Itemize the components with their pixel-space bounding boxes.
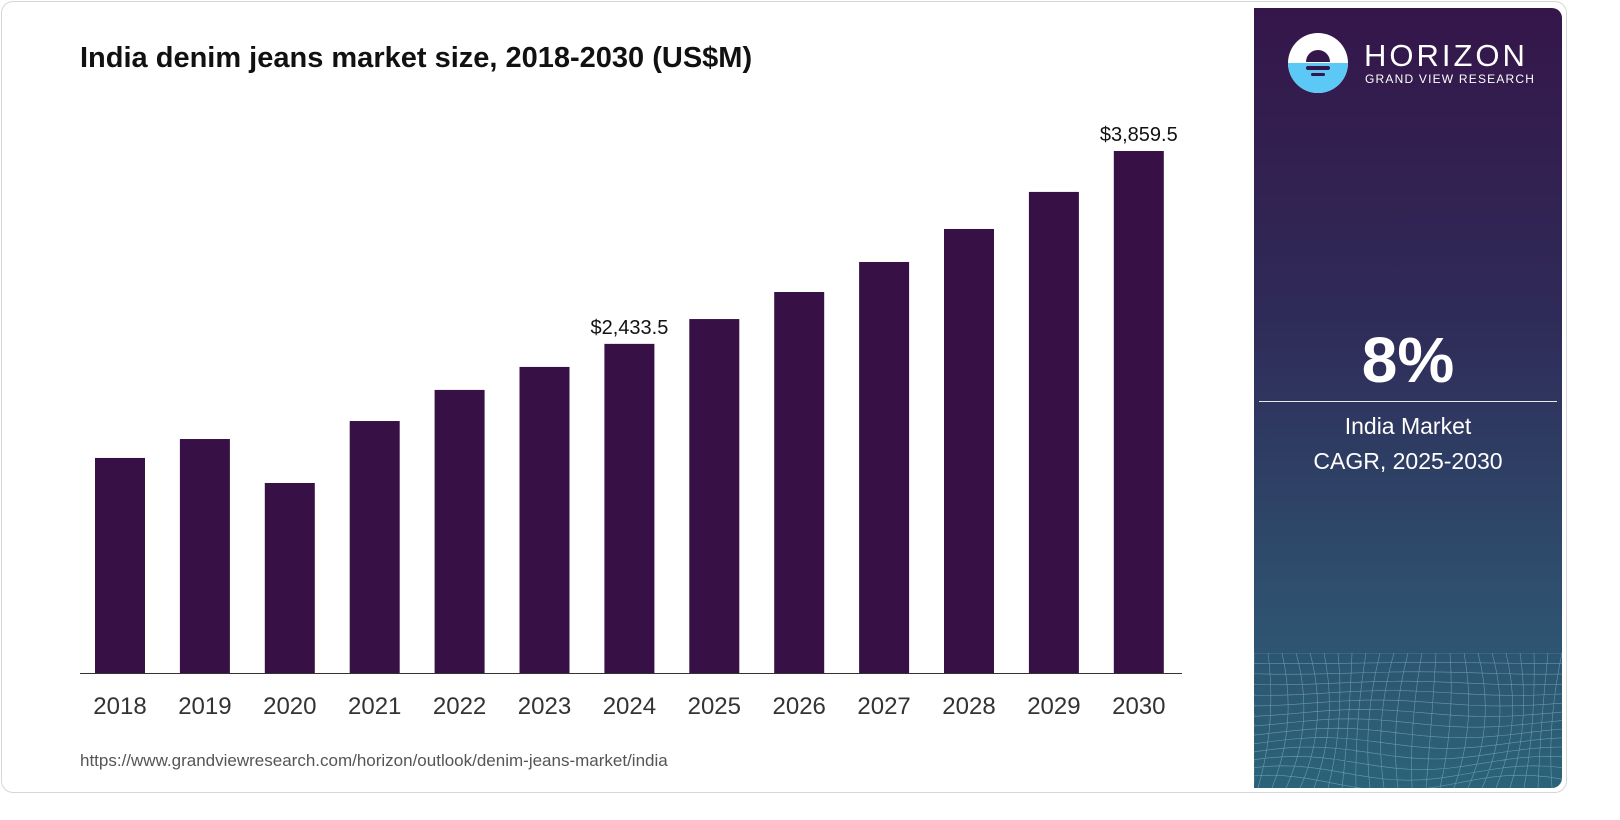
cagr-label-line2: CAGR, 2025-2030 — [1313, 448, 1503, 474]
x-tick-label: 2026 — [773, 693, 826, 720]
bar-chart: 2018 2019 2020 2021 2022 2023 2024 $2,433.5 2025… — [80, 124, 1182, 720]
mesh-decoration-icon — [1254, 653, 1562, 788]
chart-card: India denim jeans market size, 2018-2030… — [1, 1, 1567, 793]
chart-title: India denim jeans market size, 2018-2030… — [80, 42, 753, 74]
source-url[interactable]: https://www.grandviewresearch.com/horizo… — [80, 751, 668, 770]
x-tick-label: 2023 — [518, 693, 571, 720]
bar-2019 — [179, 439, 230, 673]
side-panel: HORIZON GRAND VIEW RESEARCH 8% India Mar… — [1254, 8, 1562, 788]
x-tick-label: 2021 — [348, 693, 401, 720]
x-tick-label: 2020 — [263, 693, 316, 720]
bar-2029 — [1028, 191, 1079, 673]
bar-2018 — [95, 457, 145, 673]
brand-name: HORIZON — [1364, 38, 1528, 73]
x-tick-label: 2027 — [857, 693, 910, 720]
bar-2024 — [604, 343, 655, 673]
data-label: $2,433.5 — [590, 317, 668, 339]
divider — [1259, 401, 1557, 402]
x-tick-label: 2022 — [433, 693, 486, 720]
x-tick-label: 2029 — [1027, 693, 1080, 720]
bar-2027 — [859, 261, 910, 673]
bar-2023 — [519, 366, 570, 673]
x-tick-label: 2030 — [1112, 693, 1165, 720]
cagr-label-line1: India Market — [1344, 413, 1472, 439]
brand-subtitle: GRAND VIEW RESEARCH — [1365, 72, 1536, 86]
bar-2028 — [944, 228, 994, 673]
x-tick-label: 2025 — [688, 693, 741, 720]
x-tick-label: 2024 — [603, 693, 656, 720]
bar-2030 — [1113, 151, 1164, 673]
cagr-value: 8% — [1361, 324, 1455, 396]
bar-2021 — [349, 421, 400, 673]
bar-2022 — [434, 389, 485, 673]
bar-2020 — [264, 482, 315, 673]
bar-2025 — [689, 319, 740, 673]
x-tick-label: 2028 — [942, 693, 995, 720]
x-tick-label: 2019 — [178, 693, 231, 720]
x-tick-label: 2018 — [93, 693, 146, 720]
data-label: $3,859.5 — [1100, 124, 1178, 146]
horizon-logo-icon — [1288, 33, 1348, 93]
bar-2026 — [774, 291, 825, 673]
